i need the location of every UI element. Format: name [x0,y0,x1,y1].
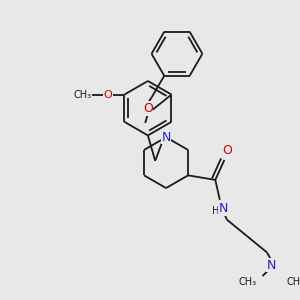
Text: CH₃: CH₃ [74,90,92,100]
Text: N: N [267,259,276,272]
Text: O: O [143,102,153,115]
Text: H: H [212,206,219,216]
Text: N: N [161,131,171,144]
Text: N: N [219,202,228,215]
Text: O: O [222,144,232,158]
Text: CH₃: CH₃ [239,277,257,286]
Text: CH₃: CH₃ [286,277,300,286]
Text: O: O [103,90,112,100]
